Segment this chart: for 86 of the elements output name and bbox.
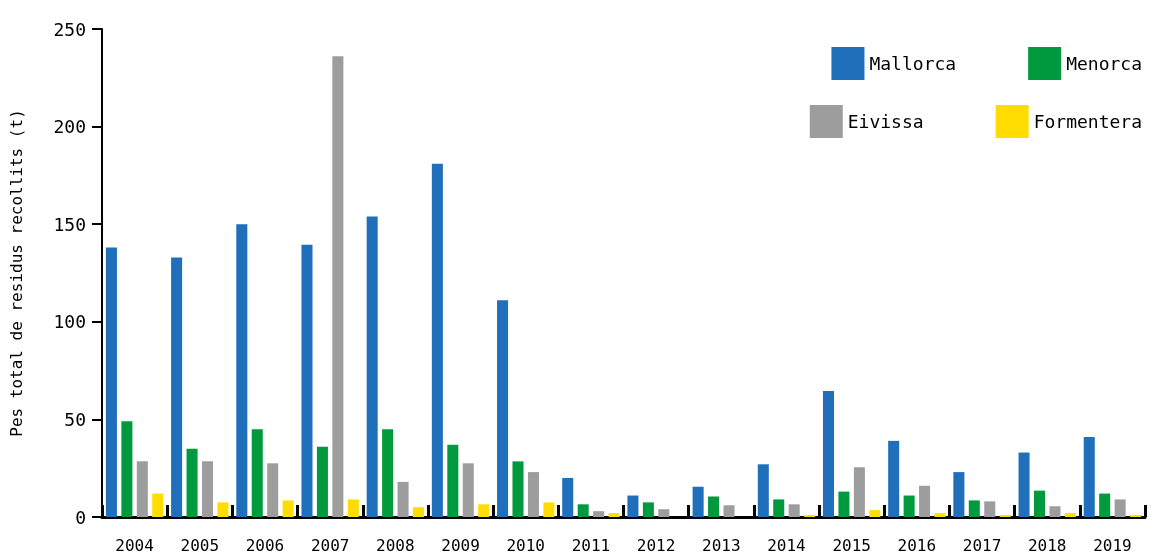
bar: [251, 429, 263, 517]
bar: [903, 495, 915, 517]
bar: [692, 486, 704, 517]
x-tick-label: 2007: [310, 535, 350, 555]
bar: [478, 504, 490, 517]
bar: [708, 496, 720, 517]
bar: [201, 461, 214, 517]
x-tick-label: 2004: [115, 535, 154, 555]
bar: [512, 461, 524, 517]
bar: [347, 499, 359, 517]
bar: [608, 513, 620, 517]
x-tick-label: 2011: [571, 535, 611, 555]
y-tick-label: 200: [53, 116, 86, 138]
bar: [723, 505, 735, 517]
bar: [934, 513, 946, 517]
x-tick-label: 2015: [832, 535, 871, 555]
bar: [1114, 499, 1126, 517]
x-tick-label: 2014: [767, 535, 806, 555]
x-tick-label: 2012: [636, 535, 676, 555]
bar: [577, 504, 589, 517]
x-tick-label: 2009: [441, 535, 480, 555]
bar: [527, 472, 539, 517]
x-tick-label: 2013: [702, 535, 741, 555]
bar: [658, 509, 670, 517]
legend-label: Menorca: [1066, 53, 1142, 74]
bar: [382, 429, 394, 517]
x-tick-label: 2005: [180, 535, 220, 555]
bar: [121, 421, 133, 517]
bar: [171, 257, 183, 517]
x-tick-label: 2017: [962, 535, 1002, 555]
bar: [788, 504, 800, 517]
bar: [316, 446, 328, 517]
y-tick-label: 0: [75, 506, 86, 528]
bar: [1083, 436, 1095, 517]
bar: [236, 224, 248, 517]
y-tick-label: 50: [64, 408, 86, 430]
bar: [136, 461, 148, 517]
legend-label: Eivissa: [847, 111, 924, 132]
bar: [869, 510, 881, 517]
bar: [301, 244, 313, 517]
y-tick-label: 250: [53, 18, 86, 40]
bar: [447, 444, 459, 517]
bar: [366, 216, 378, 517]
bar: [1064, 513, 1076, 517]
bar: [1033, 490, 1046, 517]
bar: [953, 472, 965, 517]
x-tick-label: 2016: [897, 535, 937, 555]
bar: [543, 502, 555, 517]
y-tick-label: 100: [53, 311, 86, 333]
bar: [1099, 493, 1111, 517]
bar: [1018, 452, 1030, 517]
x-tick-label: 2018: [1027, 535, 1067, 555]
bar: [562, 477, 574, 517]
bar: [497, 300, 509, 517]
legend-label: Mallorca: [869, 53, 957, 74]
bar: [397, 481, 409, 517]
bar: [217, 502, 229, 517]
bar: [888, 440, 900, 517]
y-axis-title: Pes total de residus recollits (t): [6, 109, 26, 437]
bar: [822, 391, 835, 517]
bar: [853, 467, 865, 517]
bar: [186, 448, 198, 517]
bar: [773, 499, 785, 517]
x-tick-label: 2006: [245, 535, 285, 555]
bar: [412, 507, 425, 517]
x-tick-label: 2010: [506, 535, 545, 555]
bar: [919, 485, 931, 517]
bar: [332, 56, 344, 517]
bar: [838, 491, 850, 517]
y-tick-label: 150: [53, 213, 86, 235]
bar: [431, 163, 443, 517]
bar: [984, 501, 996, 517]
bar: [968, 500, 980, 517]
legend-label: Formentera: [1033, 111, 1143, 132]
bar: [642, 502, 654, 517]
x-tick-label: 2019: [1093, 535, 1132, 555]
bar: [593, 511, 605, 517]
bar: [757, 464, 769, 517]
x-tick-label: 2008: [376, 535, 415, 555]
bar: [627, 495, 639, 517]
bar: [282, 500, 294, 517]
bar: [105, 247, 117, 517]
bar: [152, 493, 164, 517]
bar: [462, 463, 474, 517]
bar: [267, 463, 279, 517]
bar: [1049, 506, 1061, 517]
